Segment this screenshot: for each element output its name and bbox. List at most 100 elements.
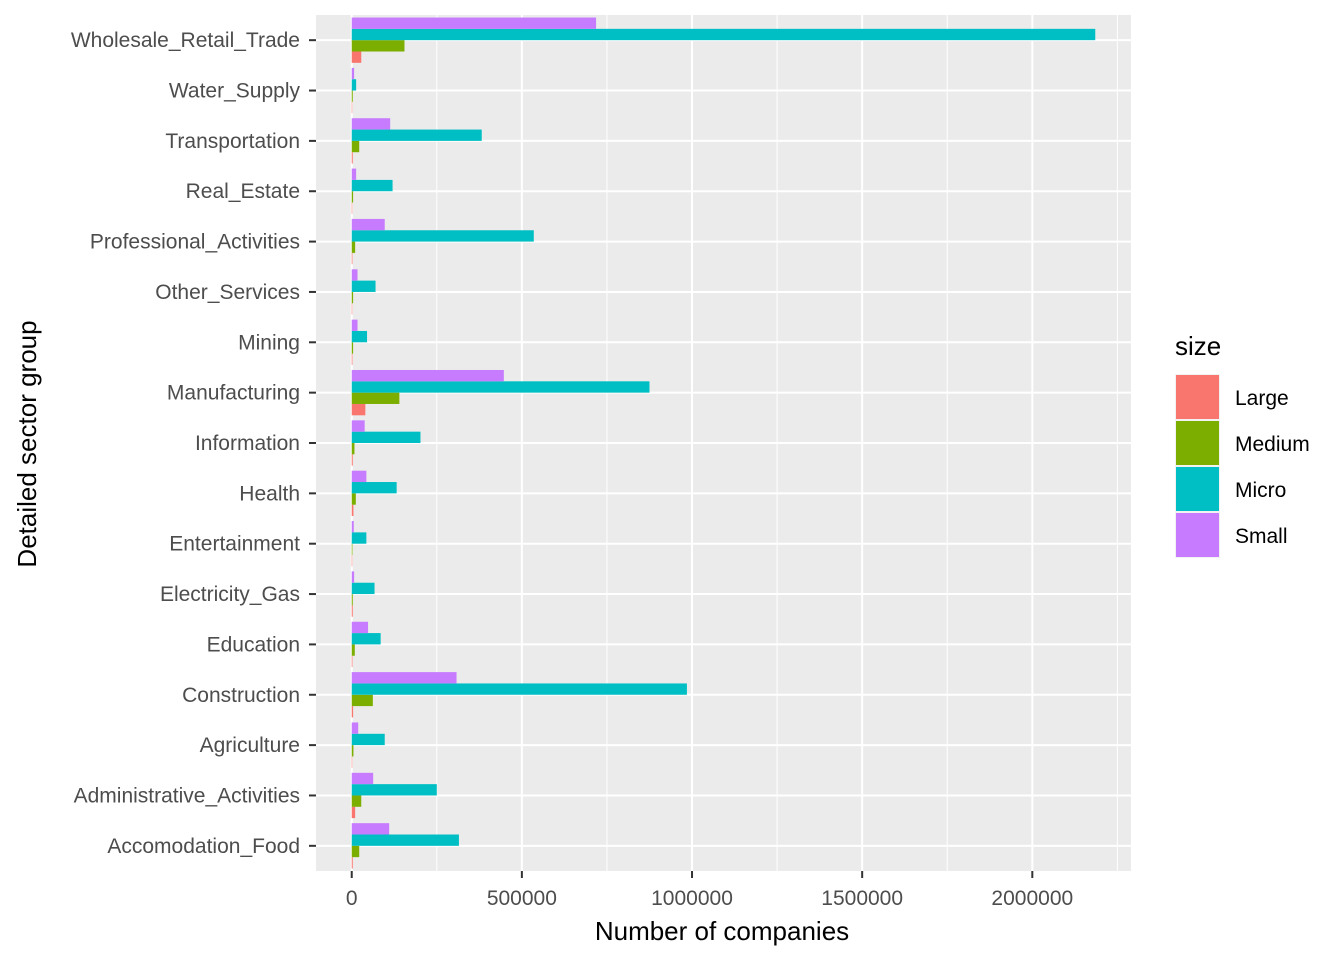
bar-medium-other_services — [352, 292, 353, 303]
bar-small-real_estate — [352, 169, 356, 180]
bar-micro-electricity_gas — [352, 583, 375, 594]
y-tick-label: Agriculture — [200, 734, 300, 757]
y-tick-label: Accomodation_Food — [107, 835, 300, 858]
bar-micro-other_services — [352, 281, 376, 292]
y-tick-label: Other_Services — [155, 281, 300, 304]
bar-medium-agriculture — [352, 745, 354, 756]
bar-small-construction — [352, 672, 457, 683]
x-tick-label: 1500000 — [821, 887, 903, 910]
bar-medium-manufacturing — [352, 393, 400, 404]
bar-micro-wholesale_retail_trade — [352, 29, 1096, 40]
x-tick-label: 0 — [346, 887, 358, 910]
bar-micro-accomodation_food — [352, 834, 459, 845]
y-tick-label: Construction — [182, 684, 300, 707]
bar-micro-manufacturing — [352, 381, 650, 392]
bar-medium-entertainment — [352, 544, 353, 555]
bar-large-entertainment — [352, 555, 353, 566]
bar-small-professional_activities — [352, 219, 385, 230]
bar-large-other_services — [352, 303, 353, 314]
bar-small-wholesale_retail_trade — [352, 18, 596, 29]
bar-small-electricity_gas — [352, 571, 354, 582]
bar-medium-real_estate — [352, 191, 353, 202]
bar-small-transportation — [352, 118, 390, 129]
bar-micro-water_supply — [352, 79, 356, 90]
bar-micro-administrative_activities — [352, 784, 437, 795]
y-tick-label: Entertainment — [169, 533, 300, 556]
bar-micro-health — [352, 482, 397, 493]
bar-large-health — [352, 505, 354, 516]
y-tick-label: Mining — [238, 331, 300, 354]
bar-large-education — [352, 656, 353, 667]
bar-medium-education — [352, 644, 355, 655]
bar-small-administrative_activities — [352, 773, 373, 784]
bar-medium-mining — [352, 342, 353, 353]
legend-key-medium — [1176, 421, 1219, 465]
bar-medium-transportation — [352, 141, 359, 152]
bar-large-information — [352, 454, 353, 465]
legend-key-micro — [1176, 467, 1219, 511]
bar-large-accomodation_food — [352, 857, 353, 868]
bar-micro-professional_activities — [352, 230, 534, 241]
bar-micro-real_estate — [352, 180, 393, 191]
y-tick-label: Administrative_Activities — [74, 784, 300, 807]
legend-label-small: Small — [1235, 525, 1288, 548]
bar-large-water_supply — [352, 102, 353, 113]
bar-medium-health — [352, 493, 356, 504]
bar-micro-agriculture — [352, 734, 385, 745]
bar-small-accomodation_food — [352, 823, 389, 834]
bar-medium-administrative_activities — [352, 795, 362, 806]
y-tick-label: Real_Estate — [186, 180, 300, 203]
x-tick-label: 1000000 — [651, 887, 733, 910]
bar-large-mining — [352, 354, 353, 365]
x-tick-label: 500000 — [487, 887, 557, 910]
bar-large-agriculture — [352, 756, 353, 767]
y-tick-label: Manufacturing — [167, 382, 300, 405]
x-axis: 0 500000 1000000 1500000 2000000 — [346, 871, 1073, 910]
bar-small-other_services — [352, 269, 358, 280]
bar-large-construction — [352, 706, 353, 717]
y-tick-label: Professional_Activities — [90, 231, 300, 254]
bar-small-water_supply — [352, 68, 354, 79]
bar-medium-accomodation_food — [352, 846, 359, 857]
y-axis-title: Detailed sector group — [12, 320, 42, 567]
bar-micro-education — [352, 633, 381, 644]
bar-small-mining — [352, 320, 358, 331]
legend-key-small — [1176, 513, 1219, 557]
bar-small-agriculture — [352, 722, 358, 733]
bar-small-information — [352, 420, 365, 431]
bar-large-electricity_gas — [352, 605, 353, 616]
x-tick-label: 2000000 — [991, 887, 1073, 910]
bar-micro-mining — [352, 331, 367, 342]
y-tick-label: Water_Supply — [169, 80, 301, 103]
bar-micro-transportation — [352, 130, 482, 141]
x-axis-title: Number of companies — [595, 916, 849, 946]
bar-small-entertainment — [352, 521, 354, 532]
bar-large-wholesale_retail_trade — [352, 52, 362, 63]
bar-large-transportation — [352, 152, 353, 163]
bar-small-education — [352, 622, 368, 633]
bar-medium-electricity_gas — [352, 594, 353, 605]
y-tick-label: Education — [207, 633, 300, 656]
y-axis: Wholesale_Retail_Trade Water_Supply Transp… — [71, 29, 316, 858]
legend-label-large: Large — [1235, 387, 1289, 410]
bar-medium-construction — [352, 695, 373, 706]
y-tick-label: Information — [195, 432, 300, 455]
bar-large-manufacturing — [352, 404, 366, 415]
bar-medium-water_supply — [352, 91, 353, 102]
bar-large-administrative_activities — [352, 807, 355, 818]
bar-large-professional_activities — [352, 253, 353, 264]
bar-medium-wholesale_retail_trade — [352, 40, 405, 51]
y-tick-label: Wholesale_Retail_Trade — [71, 29, 300, 52]
bar-small-health — [352, 471, 367, 482]
legend-title: size — [1175, 331, 1221, 361]
y-tick-label: Health — [239, 482, 300, 505]
bar-micro-construction — [352, 683, 687, 694]
legend: size Large Medium Micro Small — [1175, 331, 1310, 558]
bar-micro-entertainment — [352, 532, 367, 543]
legend-key-large — [1176, 375, 1219, 419]
bar-large-real_estate — [352, 203, 353, 214]
bar-medium-professional_activities — [352, 242, 355, 253]
y-tick-label: Electricity_Gas — [160, 583, 300, 606]
legend-label-medium: Medium — [1235, 433, 1310, 456]
